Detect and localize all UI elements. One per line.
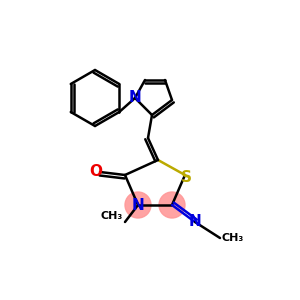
Text: O: O (89, 164, 103, 179)
Text: CH₃: CH₃ (101, 211, 123, 221)
Circle shape (125, 192, 151, 218)
Text: CH₃: CH₃ (222, 233, 244, 243)
Text: N: N (129, 91, 141, 106)
Text: N: N (189, 214, 201, 230)
Text: N: N (132, 197, 144, 212)
Text: S: S (181, 169, 191, 184)
Circle shape (159, 192, 185, 218)
